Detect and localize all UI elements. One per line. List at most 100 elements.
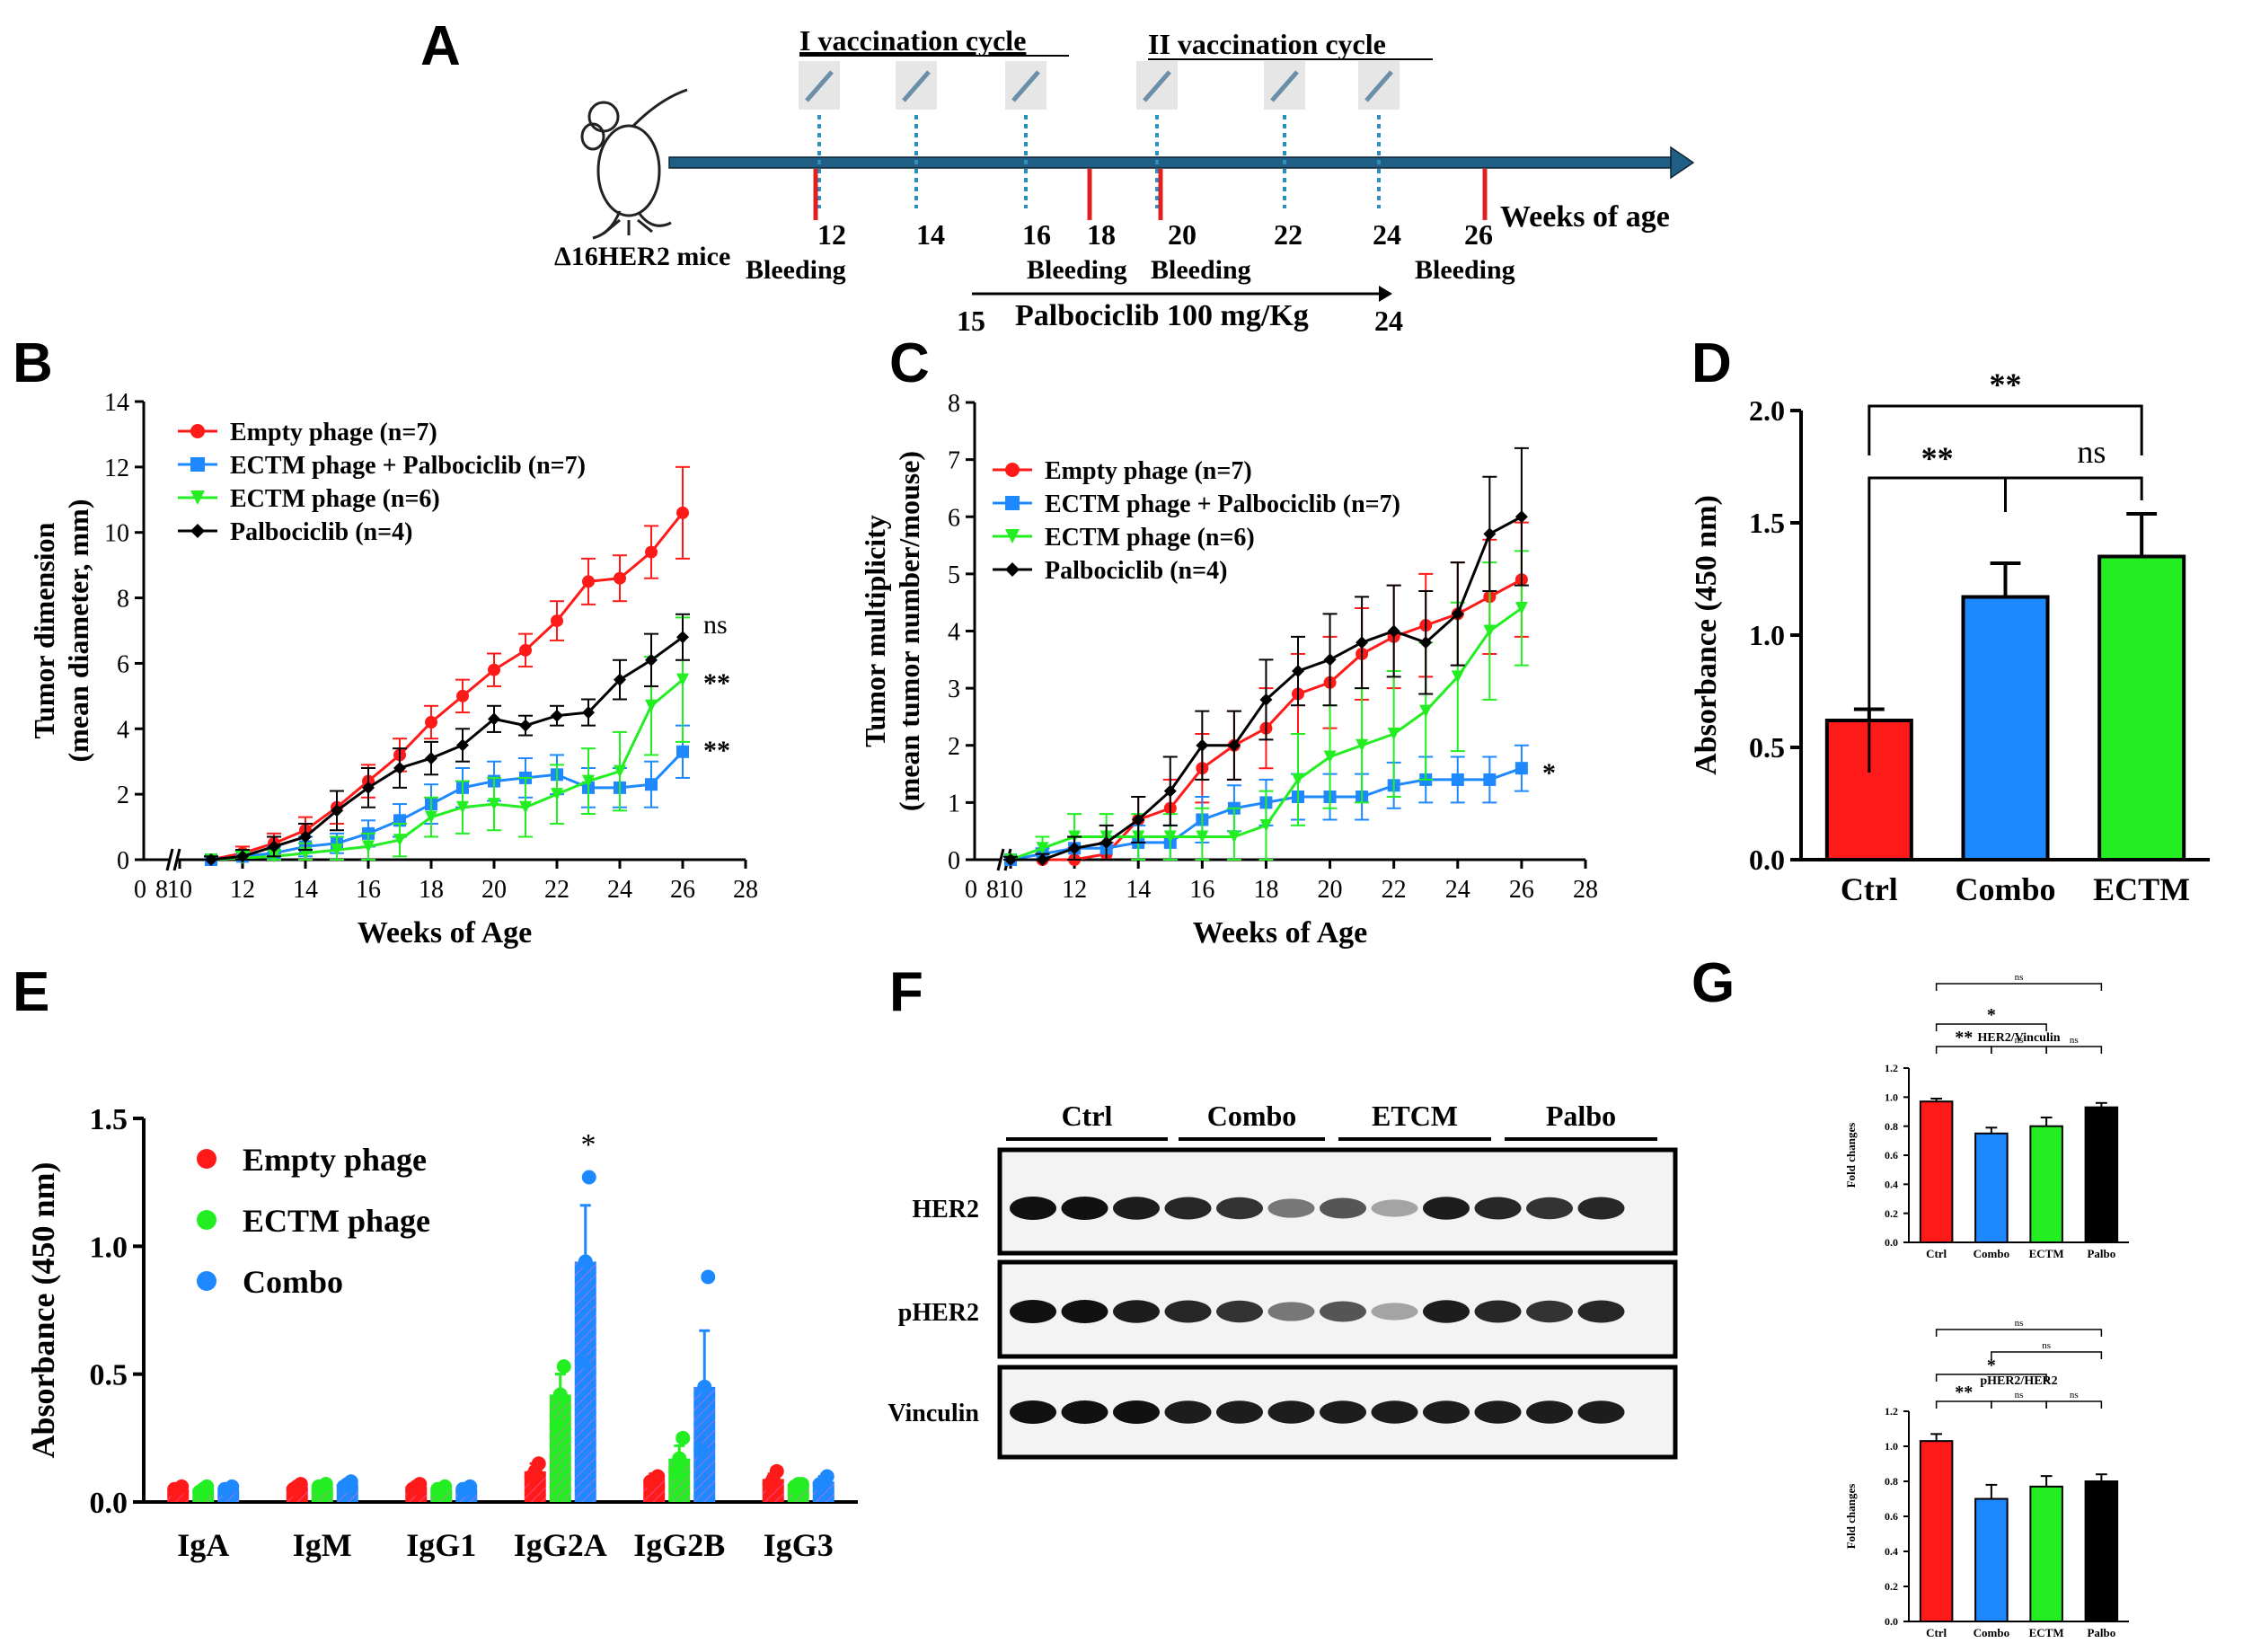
x-tick-label: 14	[293, 876, 318, 904]
y-tick-label: 1.5	[90, 1103, 128, 1136]
blot-band	[1577, 1400, 1625, 1424]
data-point	[1483, 527, 1497, 541]
data-point	[551, 709, 563, 722]
blot-band	[1577, 1197, 1625, 1220]
bar-hatch	[693, 1386, 716, 1502]
legend-entry: ECTM phage + Palbociclib (n=7)	[230, 452, 586, 480]
week-tick-label: 18	[1087, 218, 1116, 251]
blot-band	[1216, 1400, 1263, 1424]
y-axis-label: Tumor multiplicity	[859, 515, 891, 747]
blot-band	[1061, 1300, 1108, 1323]
data-point	[236, 850, 249, 863]
data-point	[1227, 738, 1241, 752]
legend-entry: ECTM phage (n=6)	[230, 485, 440, 513]
chart-d: 0.0 0.5 1.0 1.5 2.0 Ctrl Combo ECTM Absorbance (…	[1690, 367, 2210, 907]
data-point	[1387, 624, 1400, 638]
significance-label: *	[1987, 1005, 1996, 1025]
axis-break	[165, 848, 174, 871]
y-tick-label: 1	[948, 790, 960, 817]
data-point	[556, 1359, 571, 1374]
data-point	[1387, 728, 1400, 741]
y-tick-label: 0.5	[90, 1359, 128, 1392]
significance-bracket	[1991, 1400, 2047, 1409]
blot-band	[1474, 1400, 1522, 1424]
data-point	[676, 631, 689, 644]
data-point	[393, 834, 406, 847]
data-point	[1099, 835, 1113, 849]
syringe-icon	[1364, 70, 1393, 102]
syringe-icon	[1143, 70, 1171, 102]
blot-band	[1010, 1300, 1056, 1323]
blot-band	[1423, 1197, 1470, 1220]
blot-band	[1216, 1197, 1263, 1220]
data-point	[816, 1474, 831, 1489]
data-point	[1451, 670, 1464, 684]
significance-bracket	[1935, 1374, 2047, 1382]
y-tick-label: 1.5	[1749, 507, 1785, 539]
data-point	[697, 1379, 712, 1394]
category-label: IgG3	[764, 1527, 834, 1563]
bar	[2029, 1485, 2063, 1622]
legend-marker	[1005, 562, 1020, 577]
x-tick-label: 12	[230, 876, 255, 904]
blot-band	[1010, 1197, 1056, 1220]
y-tick-label: 0.2	[1885, 1580, 1898, 1593]
syringe-icon	[1011, 70, 1040, 102]
significance-label: ns	[703, 610, 728, 640]
y-tick-label: 0.2	[1885, 1207, 1898, 1220]
significance-label: **	[1955, 1383, 1973, 1402]
blot-band	[1320, 1400, 1366, 1424]
data-point	[668, 1463, 684, 1479]
blot-group-label: Palbo	[1546, 1100, 1616, 1132]
y-tick-label: 0.4	[1885, 1545, 1898, 1558]
legend-marker	[197, 1149, 216, 1169]
mice-label: Δ16HER2 mice	[554, 242, 730, 271]
x-tick-label: 18	[1253, 876, 1278, 904]
significance-label: *	[1987, 1356, 1996, 1375]
data-point	[582, 575, 595, 588]
data-point	[581, 1170, 596, 1185]
significance-label: **	[1921, 440, 1954, 476]
data-point	[676, 745, 689, 758]
panel-label-g: G	[1691, 952, 1735, 1014]
x-tick-label: 10	[167, 876, 192, 904]
legend-entry: Palbociclib (n=4)	[230, 518, 412, 546]
y-axis-label-2: (mean tumor number/mouse)	[893, 451, 925, 811]
x-tick-label: 18	[419, 876, 444, 904]
blot-band	[1526, 1197, 1573, 1220]
data-point	[1514, 602, 1528, 615]
palbo-start: 15	[957, 305, 985, 337]
data-point	[790, 1477, 806, 1492]
bar	[2029, 1125, 2063, 1243]
series-line	[210, 511, 684, 861]
significance-label: ns	[2015, 1035, 2024, 1046]
x-tick-label: 0	[965, 876, 977, 904]
data-point	[221, 1481, 236, 1497]
data-point	[1514, 762, 1528, 775]
category-label: Ctrl	[1926, 1626, 1947, 1639]
legend-marker	[1005, 496, 1020, 510]
category-label: Combo	[1974, 1626, 2009, 1639]
blot-band	[1526, 1400, 1573, 1424]
x-tick-label: 16	[1189, 876, 1214, 904]
data-point	[1323, 653, 1337, 667]
y-tick-label: 0	[117, 847, 129, 875]
series-line	[210, 750, 684, 861]
legend-marker	[197, 1210, 216, 1230]
significance-bracket	[1935, 1023, 2047, 1031]
blot-row-label: Vinculin	[887, 1400, 979, 1427]
x-tick-label: 8	[986, 876, 999, 904]
data-point	[362, 840, 375, 853]
y-tick-label: 0.0	[90, 1487, 128, 1520]
legend-entry: Empty phage (n=7)	[1045, 457, 1252, 485]
blot-band	[1423, 1400, 1470, 1424]
bleeding-label: Bleeding	[1027, 255, 1127, 285]
x-tick-label: 28	[1573, 876, 1598, 904]
data-point	[425, 810, 437, 824]
legend-marker	[190, 524, 205, 538]
y-tick-label: 8	[117, 586, 129, 614]
y-tick-label: 8	[948, 390, 960, 418]
y-tick-label: 0.0	[1885, 1236, 1898, 1249]
data-point	[314, 1479, 330, 1494]
